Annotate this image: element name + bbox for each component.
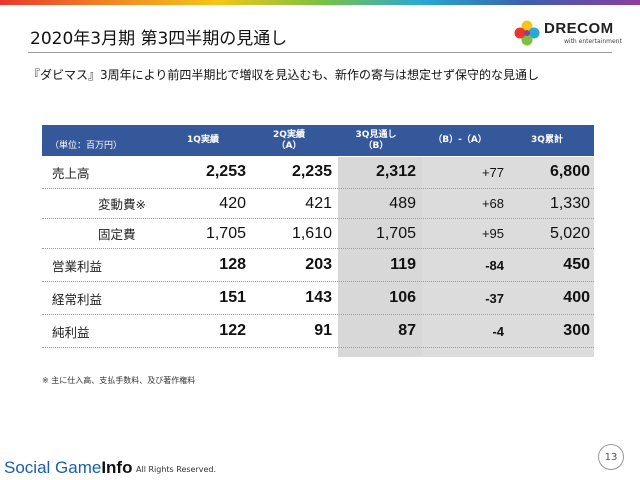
footnote: ※ 主に仕入高、支払手数料、及び著作権料 bbox=[42, 376, 196, 385]
cell-diff: -84 bbox=[485, 257, 504, 273]
cell-2q: 143 bbox=[305, 289, 332, 306]
header-3q-line1: 3Q見通し bbox=[355, 129, 397, 140]
cell-1q: 122 bbox=[219, 322, 246, 339]
forecast-table: （単位：百万円） 1Q実績 2Q実績 （A） 3Q見通し （B） （B）-（A） 3… bbox=[42, 125, 594, 348]
cell-cumulative: 1,330 bbox=[549, 194, 590, 212]
copyright-text: All Rights Reserved. bbox=[136, 465, 217, 474]
header-diff: （B）-（A） bbox=[433, 135, 487, 145]
row-label: 経常利益 bbox=[52, 291, 103, 307]
cell-1q: 151 bbox=[219, 289, 246, 306]
diff-cumulative-shade bbox=[422, 157, 594, 357]
slide-subtitle: 『ダビマス』3周年により前四半期比で増収を見込むも、新作の寄与は想定せず保守的な… bbox=[28, 68, 540, 82]
cell-diff: +77 bbox=[481, 164, 504, 180]
header-1q: 1Q実績 bbox=[187, 135, 219, 145]
cell-3q: 489 bbox=[389, 194, 416, 212]
cell-1q: 128 bbox=[219, 256, 246, 273]
cell-3q: 106 bbox=[389, 289, 416, 306]
table-row-operating-profit: 営業利益 128 203 119 -84 450 bbox=[42, 249, 594, 282]
cell-1q: 420 bbox=[219, 194, 246, 212]
cell-diff: -4 bbox=[492, 323, 504, 339]
cell-2q: 421 bbox=[305, 194, 332, 212]
cell-3q: 119 bbox=[390, 256, 416, 273]
table-header: （単位：百万円） 1Q実績 2Q実績 （A） 3Q見通し （B） （B）-（A） 3… bbox=[42, 125, 594, 156]
table-row-fixed-cost: 固定費 1,705 1,610 1,705 +95 5,020 bbox=[42, 219, 594, 249]
table-row-sales: 売上高 2,253 2,235 2,312 +77 6,800 bbox=[42, 156, 594, 189]
unit-label: （単位：百万円） bbox=[50, 141, 123, 151]
watermark-brand-b: Info bbox=[101, 458, 133, 477]
header-3q: 3Q見通し （B） bbox=[336, 125, 416, 156]
top-color-stripe bbox=[0, 0, 640, 5]
table-row-variable-cost: 変動費※ 420 421 489 +68 1,330 bbox=[42, 189, 594, 219]
header-2q-line2: （A） bbox=[276, 140, 302, 151]
row-label: 純利益 bbox=[52, 324, 90, 340]
cell-diff: +68 bbox=[481, 196, 504, 211]
cell-cumulative: 5,020 bbox=[549, 224, 590, 242]
header-2q: 2Q実績 （A） bbox=[246, 125, 332, 156]
cell-2q: 91 bbox=[314, 322, 332, 339]
q3-column-shade bbox=[338, 157, 422, 357]
flower-logo-icon bbox=[514, 20, 540, 46]
cell-2q: 1,610 bbox=[291, 224, 332, 242]
cell-cumulative: 300 bbox=[563, 322, 590, 339]
table-row-ordinary-profit: 経常利益 151 143 106 -37 400 bbox=[42, 282, 594, 315]
title-divider bbox=[28, 52, 612, 53]
watermark-brand-a: Social Game bbox=[4, 458, 102, 477]
page-number: 13 bbox=[598, 444, 624, 470]
cell-3q: 2,312 bbox=[375, 163, 416, 180]
slide-title: 2020年3月期 第3四半期の見通し bbox=[30, 29, 288, 49]
cell-cumulative: 400 bbox=[563, 289, 590, 306]
row-label: 変動費※ bbox=[98, 197, 146, 212]
header-2q-line1: 2Q実績 bbox=[273, 129, 305, 140]
cell-diff: -37 bbox=[485, 290, 504, 306]
cell-2q: 2,235 bbox=[291, 163, 332, 180]
cell-cumulative: 450 bbox=[563, 256, 590, 273]
row-label: 売上高 bbox=[52, 165, 90, 181]
cell-1q: 1,705 bbox=[205, 224, 246, 242]
watermark-brand: Social GameInfo bbox=[4, 458, 132, 478]
logo-wordmark: DRECOM bbox=[544, 20, 614, 37]
row-label: 固定費 bbox=[98, 227, 136, 242]
cell-1q: 2,253 bbox=[205, 163, 246, 180]
header-cumulative: 3Q累計 bbox=[531, 135, 563, 145]
header-3q-line2: （B） bbox=[363, 140, 389, 151]
cell-3q: 87 bbox=[398, 322, 416, 339]
table-row-net-profit: 純利益 122 91 87 -4 300 bbox=[42, 315, 594, 348]
drecom-logo: DRECOM with entertainment bbox=[514, 18, 622, 48]
cell-diff: +95 bbox=[481, 226, 504, 241]
cell-cumulative: 6,800 bbox=[549, 163, 590, 180]
row-label: 営業利益 bbox=[52, 258, 103, 274]
logo-tagline: with entertainment bbox=[564, 38, 622, 45]
cell-3q: 1,705 bbox=[375, 224, 416, 242]
cell-2q: 203 bbox=[305, 256, 332, 273]
